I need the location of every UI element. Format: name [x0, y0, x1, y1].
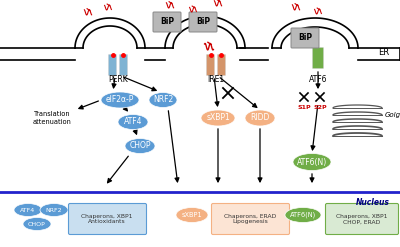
Text: Translation
attenuation: Translation attenuation — [32, 111, 72, 124]
Text: BiP: BiP — [298, 34, 312, 42]
FancyBboxPatch shape — [212, 204, 290, 234]
FancyBboxPatch shape — [153, 12, 181, 32]
Text: RIDD: RIDD — [250, 114, 270, 123]
Text: BiP: BiP — [160, 18, 174, 26]
FancyBboxPatch shape — [312, 47, 324, 68]
FancyBboxPatch shape — [189, 12, 217, 32]
Ellipse shape — [40, 204, 68, 217]
Text: IRE1: IRE1 — [208, 76, 224, 84]
FancyBboxPatch shape — [206, 55, 214, 76]
Text: CHOP: CHOP — [129, 142, 151, 150]
Text: NRF2: NRF2 — [153, 96, 173, 104]
Text: ATF6: ATF6 — [309, 76, 327, 84]
Text: sXBP1: sXBP1 — [182, 212, 202, 218]
FancyBboxPatch shape — [108, 55, 116, 76]
Text: ATF6(N): ATF6(N) — [297, 158, 327, 166]
Ellipse shape — [285, 207, 321, 223]
Text: Chaperons, ERAD
Lipogenesis: Chaperons, ERAD Lipogenesis — [224, 214, 276, 225]
Text: eIF2α-P: eIF2α-P — [106, 96, 134, 104]
Ellipse shape — [293, 153, 331, 170]
Text: Chaperons, XBP1
Antioxidants: Chaperons, XBP1 Antioxidants — [81, 214, 133, 225]
Text: S2P: S2P — [313, 105, 327, 110]
Ellipse shape — [125, 139, 155, 153]
FancyBboxPatch shape — [291, 28, 319, 48]
Text: ATF4: ATF4 — [124, 118, 142, 126]
Text: sXBP1: sXBP1 — [206, 114, 230, 123]
FancyBboxPatch shape — [326, 204, 398, 234]
Text: ER: ER — [378, 48, 389, 58]
Ellipse shape — [23, 218, 51, 230]
Ellipse shape — [201, 110, 235, 126]
FancyBboxPatch shape — [218, 55, 226, 76]
Text: PERK: PERK — [108, 76, 128, 84]
Text: Chaperons, XBP1
CHOP, ERAD: Chaperons, XBP1 CHOP, ERAD — [336, 214, 388, 225]
Text: NRF2: NRF2 — [46, 207, 62, 212]
Text: ATF6(N): ATF6(N) — [290, 212, 316, 218]
Ellipse shape — [101, 92, 139, 108]
Ellipse shape — [176, 207, 208, 223]
Ellipse shape — [245, 110, 275, 126]
Ellipse shape — [14, 204, 42, 217]
Text: Nucleus: Nucleus — [356, 198, 390, 207]
FancyBboxPatch shape — [68, 204, 146, 234]
Text: BiP: BiP — [196, 18, 210, 26]
Text: CHOP: CHOP — [28, 222, 46, 226]
Ellipse shape — [118, 115, 148, 129]
Ellipse shape — [149, 92, 177, 107]
Text: ATF4: ATF4 — [20, 207, 36, 212]
Text: S1P: S1P — [297, 105, 311, 110]
Text: Golgi: Golgi — [385, 112, 400, 118]
FancyBboxPatch shape — [120, 55, 128, 76]
